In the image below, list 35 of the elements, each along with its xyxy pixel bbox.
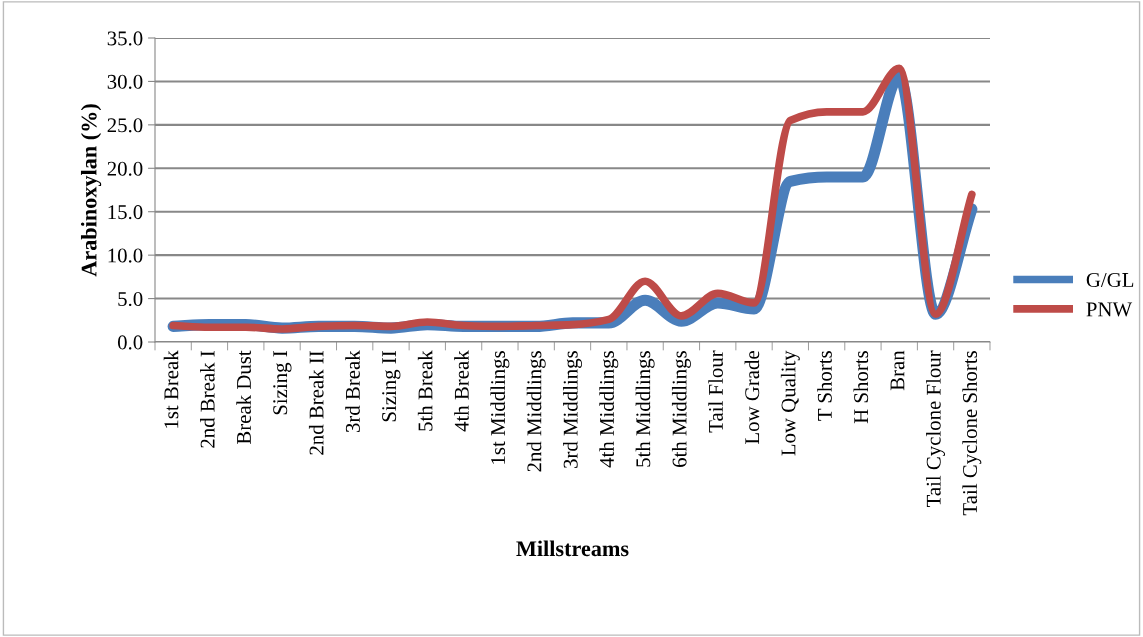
y-axis-title: Arabinoxylan (%) bbox=[80, 104, 102, 277]
x-tick-label: 5th Middlings bbox=[635, 351, 655, 467]
x-axis-title: Millstreams bbox=[516, 540, 629, 557]
x-tick-label: H Shorts bbox=[853, 351, 869, 424]
x-tick-label: Sizing I bbox=[273, 351, 292, 415]
x-tick-label: Bran bbox=[890, 350, 905, 391]
legend-label: G/GL bbox=[1086, 272, 1134, 287]
x-tick-label: Tail Cyclone Shorts bbox=[962, 351, 982, 516]
y-tick-label: 30.0 bbox=[107, 74, 143, 89]
y-tick-label: 20.0 bbox=[107, 161, 143, 176]
x-tick-label: 3rd Break bbox=[345, 350, 360, 433]
y-tick-label: 0.0 bbox=[117, 335, 143, 350]
y-tick-label: 35.0 bbox=[107, 31, 143, 46]
x-tick-label: 1st Middlings bbox=[490, 351, 510, 464]
x-tick-label: Low Grade bbox=[744, 351, 760, 445]
legend-label: PNW bbox=[1086, 302, 1133, 317]
x-tick-label: 2nd Break II bbox=[308, 351, 324, 455]
x-tick-label: 2nd Middlings bbox=[526, 351, 546, 472]
x-tick-label: Sizing II bbox=[382, 351, 401, 422]
x-tick-label: 1st Break bbox=[163, 350, 179, 428]
y-tick-label: 25.0 bbox=[107, 118, 143, 133]
x-tick-label: Break Dust bbox=[236, 350, 251, 445]
x-tick-label: 4th Middlings bbox=[599, 351, 619, 468]
x-tick-label: Tail Cyclone Flour bbox=[926, 350, 946, 508]
x-tick-label: T Shorts bbox=[817, 351, 832, 421]
x-tick-label: Tail Flour bbox=[708, 350, 723, 433]
y-tick-label: 15.0 bbox=[108, 205, 143, 220]
x-tick-label: 4th Break bbox=[454, 350, 469, 432]
y-tick-label: 10.0 bbox=[108, 248, 143, 263]
x-tick-label: 5th Break bbox=[417, 350, 433, 431]
x-tick-label: 6th Middlings bbox=[671, 351, 691, 467]
x-tick-label: 2nd Break I bbox=[200, 351, 215, 448]
x-tick-label: Low Quality bbox=[780, 350, 800, 456]
y-tick-label: 5.0 bbox=[118, 291, 143, 307]
x-tick-label: 3rd Middlings bbox=[563, 351, 582, 468]
